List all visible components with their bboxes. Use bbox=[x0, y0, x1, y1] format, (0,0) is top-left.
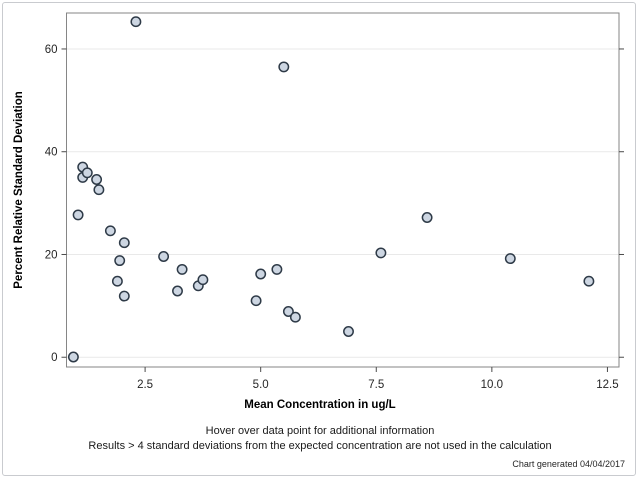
data-point[interactable] bbox=[118, 290, 130, 302]
data-point[interactable] bbox=[81, 167, 93, 179]
x-axis-tick-label: 12.5 bbox=[596, 379, 618, 391]
data-point[interactable] bbox=[255, 268, 267, 280]
y-axis-title: Percent Relative Standard Deviation bbox=[13, 91, 25, 289]
x-axis-tick-label: 5.0 bbox=[253, 379, 269, 391]
data-point[interactable] bbox=[504, 253, 516, 265]
footnote-hover-hint: Hover over data point for additional inf… bbox=[205, 425, 435, 437]
data-point[interactable] bbox=[282, 306, 294, 317]
data-point[interactable] bbox=[172, 285, 183, 297]
data-point[interactable] bbox=[271, 263, 283, 275]
x-axis-tick-label: 7.5 bbox=[368, 379, 384, 391]
x-axis-title: Mean Concentration in ug/L bbox=[244, 399, 396, 411]
x-axis-tick-label: 2.5 bbox=[137, 379, 153, 391]
data-point[interactable] bbox=[118, 237, 130, 249]
data-point[interactable] bbox=[278, 61, 290, 73]
footnote-exclusion-note: Results > 4 standard deviations from the… bbox=[88, 440, 552, 452]
chart-generated-date: Chart generated 04/04/2017 bbox=[512, 459, 625, 469]
data-point[interactable] bbox=[104, 225, 116, 237]
data-point[interactable] bbox=[72, 209, 84, 221]
data-point[interactable] bbox=[289, 311, 301, 323]
data-point[interactable] bbox=[583, 275, 595, 287]
data-point[interactable] bbox=[176, 263, 188, 275]
data-point[interactable] bbox=[375, 247, 387, 259]
plot-frame bbox=[66, 12, 620, 368]
data-point[interactable] bbox=[343, 326, 354, 337]
data-point[interactable] bbox=[114, 255, 126, 267]
y-axis-tick-label: 60 bbox=[45, 44, 58, 56]
y-axis-tick-label: 0 bbox=[51, 352, 57, 364]
data-point[interactable] bbox=[93, 184, 105, 196]
data-point[interactable] bbox=[130, 16, 142, 28]
data-point[interactable] bbox=[421, 212, 433, 223]
data-point[interactable] bbox=[250, 295, 262, 307]
y-axis-tick-label: 20 bbox=[45, 249, 58, 261]
x-axis-tick-label: 10.0 bbox=[481, 379, 503, 391]
data-point[interactable] bbox=[67, 351, 79, 363]
y-axis-tick-label: 40 bbox=[45, 147, 58, 159]
data-point[interactable] bbox=[91, 174, 103, 185]
data-point[interactable] bbox=[158, 251, 170, 262]
data-point[interactable] bbox=[197, 274, 209, 286]
data-point[interactable] bbox=[111, 275, 123, 287]
